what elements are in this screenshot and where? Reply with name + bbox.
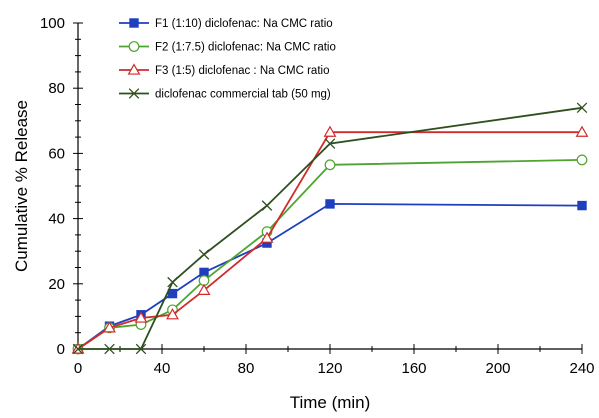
- legend-label: F3 (1:5) diclofenac : Na CMC ratio: [155, 65, 329, 77]
- legend-item-3: F3 (1:5) diclofenac : Na CMC ratio: [119, 63, 329, 77]
- plot-background: [78, 23, 582, 349]
- x-marker-stroke: [576, 102, 588, 114]
- legend-item-2: F2 (1:7.5) diclofenac: Na CMC ratio: [119, 41, 336, 54]
- y-axis-title: Cumulative % Release: [12, 100, 31, 272]
- data-point: [576, 102, 588, 114]
- series-line: [78, 106, 583, 350]
- data-point: [104, 343, 115, 355]
- legend-label: F1 (1:10) diclofenac: Na CMC ratio: [155, 18, 333, 30]
- x-tick-label: 40: [154, 360, 171, 377]
- legend-item-1: F1 (1:10) diclofenac: Na CMC ratio: [119, 18, 333, 30]
- legend-swatch-marker: [128, 88, 140, 99]
- axes: 0 40 80 120 160 200 240 0 20 40 60 80 100: [40, 15, 595, 377]
- plot-area: [78, 23, 582, 349]
- legend-swatch-marker: [129, 18, 139, 28]
- data-point: [167, 288, 178, 299]
- x-marker-stroke: [261, 200, 273, 211]
- data-point: [575, 125, 589, 137]
- legend-label: diclofenac commercial tab (50 mg): [155, 89, 331, 101]
- data-point: [576, 154, 588, 166]
- data-point: [72, 343, 84, 355]
- data-point: [166, 308, 179, 320]
- data-point: [324, 159, 336, 171]
- data-point: [325, 199, 335, 209]
- y-tick-label: 100: [40, 15, 65, 32]
- legend-swatch-marker: [127, 63, 141, 75]
- legend-swatch-marker: [128, 41, 140, 52]
- data-point: [198, 249, 210, 260]
- data-point: [324, 138, 336, 149]
- x-marker-stroke: [72, 343, 84, 355]
- data-point: [323, 125, 337, 137]
- legend-item-4: diclofenac commercial tab (50 mg): [119, 88, 331, 101]
- series-4: [72, 102, 588, 355]
- x-tick-label: 80: [238, 360, 255, 377]
- series-line: [77, 202, 583, 350]
- legend-label: F2 (1:7.5) diclofenac: Na CMC ratio: [155, 42, 336, 54]
- series-line: [77, 131, 582, 350]
- y-tick-label: 20: [48, 276, 65, 293]
- x-tick-label: 0: [74, 360, 82, 377]
- x-marker-stroke: [135, 343, 147, 355]
- data-point: [197, 283, 211, 295]
- data-point: [134, 311, 148, 323]
- x-tick-label: 240: [569, 360, 594, 377]
- data-point: [135, 343, 147, 355]
- data-point: [261, 200, 273, 211]
- data-point: [260, 231, 274, 243]
- y-tick-label: 0: [57, 341, 65, 358]
- data-point: [103, 321, 116, 333]
- x-axis-title: Time (min): [290, 393, 371, 412]
- data-point: [167, 276, 178, 288]
- x-marker-stroke: [128, 88, 140, 99]
- x-marker-stroke: [324, 138, 336, 149]
- series-layer: [71, 102, 589, 355]
- x-marker-stroke: [198, 249, 210, 260]
- y-tick-label: 80: [48, 80, 65, 97]
- x-tick-label: 120: [317, 360, 342, 377]
- data-point: [577, 200, 587, 211]
- x-marker-stroke: [167, 276, 178, 288]
- y-tick-label: 40: [48, 211, 65, 228]
- legend: F1 (1:10) diclofenac: Na CMC ratio F2 (1:…: [119, 18, 336, 101]
- x-tick-label: 200: [485, 360, 510, 377]
- x-marker-stroke: [104, 343, 115, 355]
- x-tick-label: 160: [401, 360, 426, 377]
- y-tick-label: 60: [48, 145, 65, 162]
